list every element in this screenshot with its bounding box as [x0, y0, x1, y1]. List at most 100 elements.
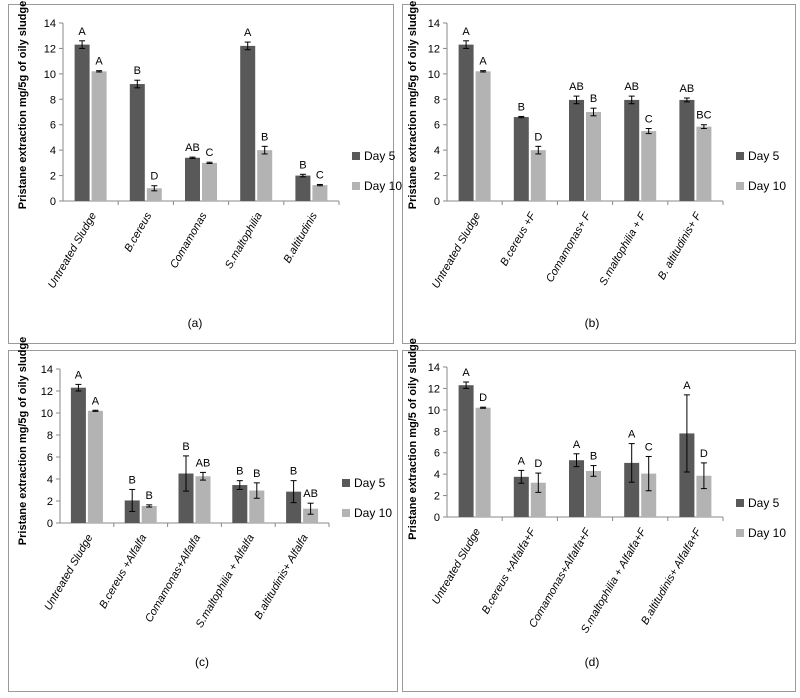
bar-day10 [249, 490, 265, 523]
significance-letter: C [645, 441, 653, 453]
y-tick-label: 6 [47, 452, 53, 464]
bar-day10 [641, 473, 657, 517]
significance-letter: C [645, 114, 653, 126]
chart-d: 0 2 4 6 8 10 12 14 Pristane extraction mg/5 of o… [407, 338, 786, 669]
y-tick-label: 4 [47, 474, 53, 486]
legend-swatch [736, 499, 744, 507]
significance-letter: A [95, 56, 103, 68]
category-label: S.maltophilia + F [597, 209, 649, 287]
category-label: B.altitudinis+ Alfalfa+F [639, 525, 705, 627]
panel-label: (a) [188, 316, 203, 330]
category-label: Comamonas+Alfalfa [143, 533, 203, 625]
category-label: B.altitudinis [281, 210, 320, 265]
y-tick-label: 0 [50, 196, 56, 208]
bar-day5 [458, 44, 474, 201]
significance-letter: B [290, 466, 297, 478]
significance-letter: B [236, 466, 243, 478]
legend-swatch [352, 182, 360, 190]
y-axis-label: Pristane extraction mg/5g of oily sludge [17, 1, 29, 209]
y-tick-label: 2 [434, 171, 440, 183]
y-tick-label: 2 [434, 491, 440, 503]
bar-day5 [679, 99, 695, 201]
y-tick-label: 6 [50, 120, 56, 132]
bar-day10 [91, 71, 107, 201]
y-tick-label: 8 [47, 430, 53, 442]
significance-letter: D [479, 392, 487, 404]
category-label: B.cereus +Alfalfa+F [480, 525, 539, 616]
bar-day5 [458, 385, 474, 517]
category-label: S.maltophilia [223, 211, 265, 272]
bar-day10 [475, 407, 491, 517]
significance-letter: B [299, 159, 306, 171]
legend-label: Day 5 [748, 496, 780, 510]
bar-day5 [232, 485, 248, 523]
bar-day10 [195, 476, 211, 523]
bar-day5 [70, 387, 86, 523]
y-tick-label: 0 [434, 196, 440, 208]
legend-label: Day 10 [354, 506, 392, 520]
bar-day10 [312, 185, 328, 201]
category-label: B.cereus [122, 210, 154, 254]
bar-day10 [530, 482, 546, 517]
bar-day10 [641, 131, 657, 201]
y-tick-label: 4 [434, 469, 440, 481]
y-tick-label: 8 [434, 94, 440, 106]
legend-label: Day 5 [364, 149, 396, 163]
y-tick-label: 14 [44, 18, 56, 30]
y-tick-label: 4 [434, 145, 440, 157]
legend-swatch [736, 529, 744, 537]
legend-swatch [352, 152, 360, 160]
significance-letter: C [206, 147, 214, 159]
category-label: S.maltophilia + Alfalfa+F [579, 525, 649, 635]
significance-letter: A [573, 439, 581, 451]
y-tick-label: 10 [428, 405, 440, 417]
significance-letter: BC [696, 110, 711, 122]
legend-label: Day 10 [364, 179, 402, 193]
bar-day10 [257, 150, 273, 201]
significance-letter: AB [624, 81, 639, 93]
panel-label: (d) [585, 655, 600, 669]
y-tick-label: 8 [50, 94, 56, 106]
significance-letter: B [146, 490, 153, 502]
significance-letter: A [462, 367, 470, 379]
significance-letter: A [683, 380, 691, 392]
bar-day5 [569, 460, 584, 517]
y-tick-label: 10 [41, 408, 53, 420]
bar-day5 [569, 99, 584, 201]
legend-label: Day 5 [748, 149, 780, 163]
significance-letter: A [78, 26, 86, 38]
bar-day5 [624, 462, 640, 517]
y-tick-label: 0 [47, 518, 53, 530]
y-tick-label: 6 [434, 448, 440, 460]
significance-letter: B [134, 65, 141, 77]
significance-letter: B [129, 474, 136, 486]
bar-day10 [586, 112, 601, 201]
bar-day10 [696, 475, 712, 517]
significance-letter: A [479, 56, 487, 68]
y-tick-label: 2 [47, 496, 53, 508]
bar-day5 [178, 473, 194, 523]
significance-letter: A [518, 455, 526, 467]
significance-letter: D [700, 448, 708, 460]
significance-letter: A [75, 369, 83, 381]
category-label: Comamonas [168, 210, 210, 270]
bar-day10 [141, 505, 157, 523]
bar-day5 [513, 476, 529, 517]
y-tick-label: 12 [428, 383, 440, 395]
legend-label: Day 10 [748, 526, 786, 540]
category-label: B.cereus +Alfalfa [97, 533, 149, 611]
significance-letter: B [182, 441, 189, 453]
bar-day5 [129, 84, 145, 201]
legend-label: Day 5 [354, 476, 386, 490]
significance-letter: B [261, 131, 268, 143]
category-label: Untreated Sludge [46, 211, 99, 291]
bar-day10 [146, 188, 162, 201]
bar-day5 [513, 117, 529, 201]
y-axis-label: Pristane extraction mg/5g of oily sludge [17, 337, 29, 545]
significance-letter: A [462, 26, 470, 38]
panel-label: (b) [585, 316, 600, 330]
y-tick-label: 0 [434, 512, 440, 524]
y-axis-label: Pristane extraction mg/5g of oily sludge [407, 1, 419, 209]
panel-d: 0 2 4 6 8 10 12 14 Pristane extraction mg/5 of o… [402, 338, 796, 692]
significance-letter: B [518, 101, 525, 113]
